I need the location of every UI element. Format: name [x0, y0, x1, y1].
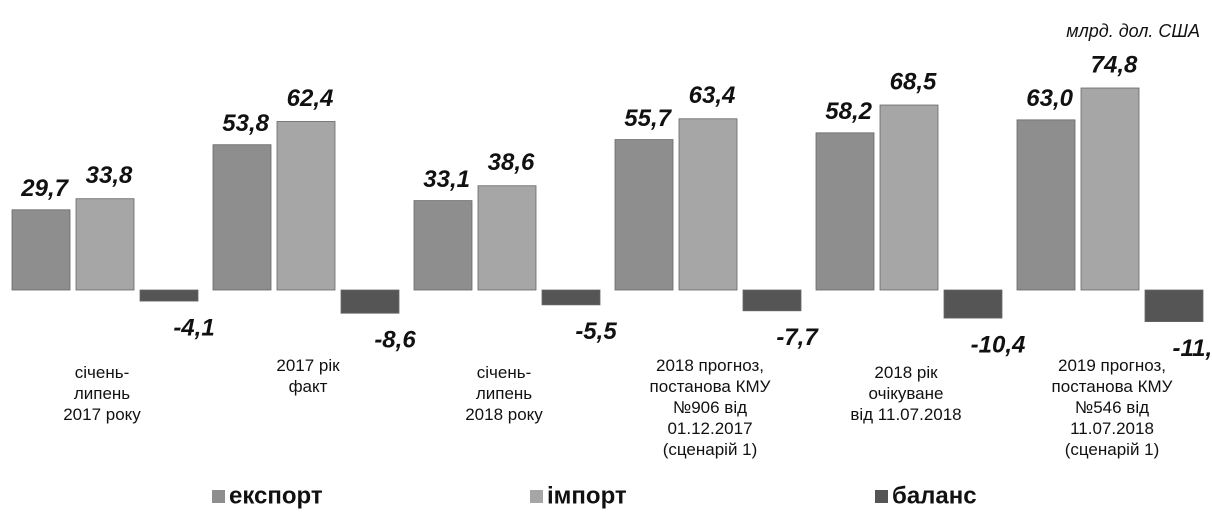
category-label: 2017 рік факт — [276, 356, 340, 396]
bar — [742, 289, 802, 312]
legend-label: імпорт — [547, 482, 627, 509]
value-label: -4,1 — [173, 314, 214, 341]
value-label: 55,7 — [624, 105, 672, 132]
category-label: 2018 прогноз, постанова КМУ №906 від 01.… — [649, 356, 771, 459]
bar — [541, 289, 601, 306]
value-label: -8,6 — [374, 327, 416, 354]
bar — [614, 139, 674, 291]
value-label: 53,8 — [222, 110, 269, 137]
legend-label: експорт — [229, 482, 323, 509]
category-label: січень- липень 2018 року — [465, 363, 543, 424]
bar — [75, 198, 135, 291]
bar — [879, 104, 939, 291]
value-label: -11,7 — [1173, 335, 1212, 362]
value-label: 33,8 — [86, 162, 133, 189]
value-label: 29,7 — [20, 175, 69, 202]
value-label: 33,1 — [423, 166, 470, 193]
unit-label: млрд. дол. США — [1066, 21, 1200, 41]
value-label: 74,8 — [1091, 51, 1138, 78]
bar — [212, 144, 272, 291]
category-label: 2019 прогноз, постанова КМУ №546 від 11.… — [1051, 356, 1173, 459]
value-label: 68,5 — [890, 68, 937, 95]
legend-swatch — [212, 490, 225, 503]
value-label: 38,6 — [488, 149, 535, 176]
bar — [943, 289, 1003, 319]
bar — [477, 185, 537, 291]
bar — [340, 289, 400, 314]
bar — [139, 289, 199, 302]
category-label: 2018 рік очікуване від 11.07.2018 — [850, 363, 962, 424]
bar — [413, 200, 473, 291]
value-label: 62,4 — [287, 85, 334, 112]
bar — [678, 118, 738, 291]
bar — [276, 121, 336, 291]
legend-swatch — [875, 490, 888, 503]
value-label: 63,4 — [689, 82, 736, 109]
value-label: -10,4 — [971, 331, 1026, 358]
value-label: -5,5 — [575, 318, 617, 345]
bar — [11, 209, 71, 291]
value-label: 58,2 — [825, 98, 872, 125]
bar — [1080, 87, 1140, 291]
legend-swatch — [530, 490, 543, 503]
value-label: 63,0 — [1026, 85, 1073, 112]
category-label: січень- липень 2017 року — [63, 363, 141, 424]
legend-label: баланс — [892, 482, 977, 509]
bar — [1016, 119, 1076, 291]
bar — [815, 132, 875, 291]
value-label: -7,7 — [776, 324, 819, 351]
bar — [1144, 289, 1204, 322]
